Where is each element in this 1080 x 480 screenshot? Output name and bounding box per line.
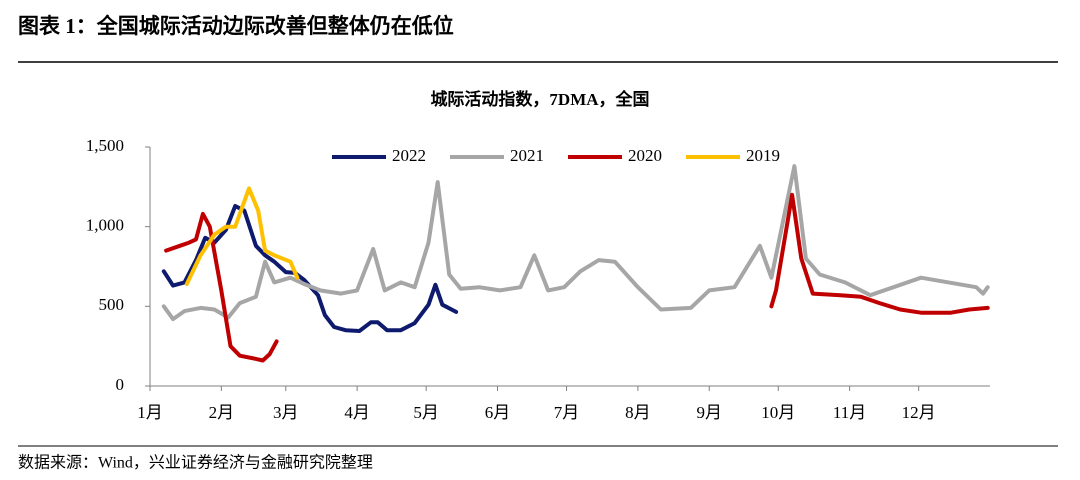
x-tick-label: 11月 [833,403,866,422]
x-tick-label: 8月 [625,403,651,422]
y-tick-label: 500 [99,295,125,314]
x-tick-label: 12月 [902,403,936,422]
x-tick-label: 3月 [273,403,299,422]
series-line [164,192,990,363]
series-line [184,186,300,286]
x-tick-label: 5月 [413,403,439,422]
y-tick-label: 1,500 [86,136,124,155]
legend-label: 2019 [746,146,780,165]
legend-label: 2020 [628,146,662,165]
x-tick-label: 6月 [485,403,511,422]
chart-title: 城际活动指数，7DMA，全国 [430,89,649,109]
y-tick-label: 1,000 [86,216,124,235]
y-tick-label: 0 [116,375,125,394]
x-tick-label: 7月 [554,403,580,422]
source-note: 数据来源：Wind，兴业证券经济与金融研究院整理 [18,454,373,472]
figure-title: 图表 1：全国城际活动边际改善但整体仍在低位 [18,14,454,38]
x-tick-label: 4月 [344,403,370,422]
x-tick-label: 10月 [761,403,795,422]
legend-label: 2022 [392,146,426,165]
legend-label: 2021 [510,146,544,165]
x-tick-label: 9月 [696,403,722,422]
x-tick-label: 1月 [137,403,163,422]
series-line [161,164,990,322]
x-tick-label: 2月 [209,403,235,422]
